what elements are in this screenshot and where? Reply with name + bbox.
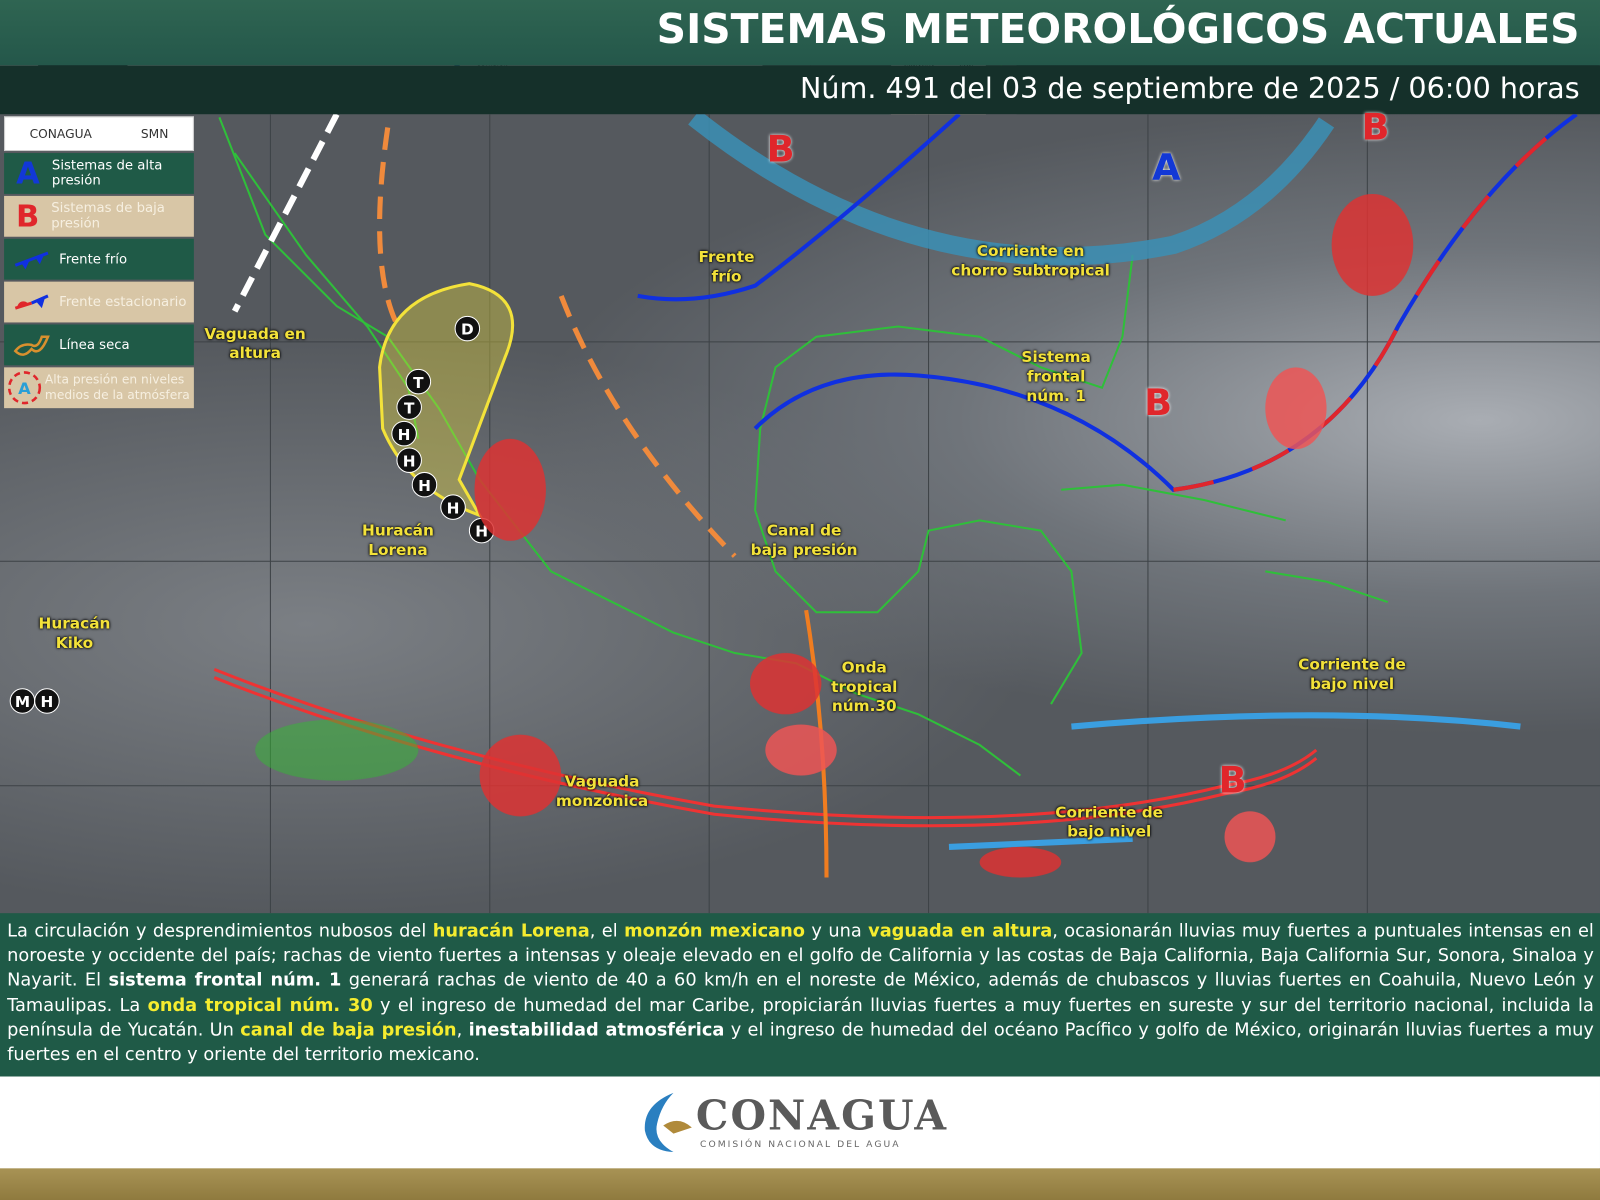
- map-overlay: D T T H H H H H M H: [0, 114, 1600, 913]
- low-pressure-icon: B: [4, 198, 51, 234]
- label-frontal-system: Sistema frontal núm. 1: [1015, 348, 1097, 406]
- footer: CONAGUA COMISIÓN NACIONAL DEL AGUA: [0, 1077, 1600, 1169]
- smn-logo: SMN: [141, 127, 169, 141]
- high-pressure-letter: A: [1152, 147, 1180, 189]
- svg-text:H: H: [398, 426, 411, 444]
- mid-level-high-icon: A: [4, 369, 45, 406]
- upper-trough: [235, 114, 337, 311]
- svg-text:H: H: [403, 452, 416, 470]
- legend-low-pressure: B Sistemas de baja presión: [4, 196, 194, 237]
- label-monsoon-trough: Vaguada monzónica: [551, 772, 653, 811]
- cold-front-icon: [4, 247, 59, 271]
- label-low-level-jet: Corriente de bajo nivel: [1048, 803, 1170, 842]
- legend-dry-line: Línea seca: [4, 324, 194, 365]
- bulletin-text: , el: [590, 921, 624, 941]
- bulletin-number-date: Núm. 491 del 03 de septiembre de 2025 / …: [800, 71, 1580, 105]
- label-upper-trough: Vaguada en altura: [199, 324, 311, 363]
- page-title: SISTEMAS METEOROLÓGICOS ACTUALES: [657, 6, 1580, 53]
- subtitle-bar: Núm. 491 del 03 de septiembre de 2025 / …: [0, 65, 1600, 114]
- bulletin-highlight: monzón mexicano: [624, 921, 805, 941]
- weather-map: D T T H H H H H M H: [0, 114, 1600, 913]
- conagua-logo: CONAGUA: [30, 127, 92, 141]
- label-tropical-wave: Onda tropical núm.30: [823, 658, 905, 716]
- legend: CONAGUA SMN A Sistemas de alta presión BS…: [4, 116, 194, 408]
- conagua-logo-icon: [633, 1085, 696, 1156]
- bulletin-highlight: vaguada en altura: [868, 921, 1052, 941]
- low-pressure-letter: B: [1219, 760, 1247, 802]
- bulletin-text: ,: [457, 1020, 469, 1040]
- legend-logos: CONAGUA SMN: [4, 116, 194, 151]
- bulletin-text: La circulación y desprendimientos nuboso…: [7, 921, 433, 941]
- conagua-footer-logo: CONAGUA COMISIÓN NACIONAL DEL AGUA: [633, 1085, 948, 1156]
- low-pressure-letter: B: [1144, 382, 1172, 424]
- label-low-pressure-channel: Canal de baja presión: [748, 521, 860, 560]
- low-pressure-letter: B: [767, 129, 795, 171]
- legend-stationary-front: Frente estacionario: [4, 282, 194, 323]
- label-low-level-jet: Corriente de bajo nivel: [1291, 655, 1413, 694]
- svg-text:T: T: [413, 374, 424, 392]
- bulletin-highlight: inestabilidad atmosférica: [469, 1020, 725, 1040]
- svg-text:H: H: [41, 693, 54, 711]
- svg-text:A: A: [18, 379, 31, 398]
- legend-mid-level-high: A Alta presión en niveles medios de la at…: [4, 367, 194, 408]
- svg-text:M: M: [15, 693, 30, 711]
- dry-line-icon: [4, 331, 59, 360]
- cold-front-north: [638, 114, 959, 299]
- label-hurricane-kiko: Huracán Kiko: [34, 614, 116, 653]
- bulletin-text-box: La circulación y desprendimientos nuboso…: [0, 913, 1600, 1076]
- label-subtropical-jet: Corriente en chorro subtropical: [949, 242, 1112, 281]
- hurricane-kiko-track: M H: [10, 689, 59, 713]
- low-level-jet-arrow-east: [1071, 715, 1520, 726]
- low-pressure-letter: B: [1361, 107, 1389, 149]
- high-pressure-icon: A: [4, 156, 52, 192]
- footer-gold-band: [0, 1168, 1600, 1200]
- bulletin-highlight: sistema frontal núm. 1: [109, 971, 342, 991]
- svg-text:H: H: [447, 499, 460, 517]
- label-cold-front: Frente frío: [691, 248, 762, 287]
- legend-high-pressure: A Sistemas de alta presión: [4, 153, 194, 194]
- bulletin-paragraph: La circulación y desprendimientos nuboso…: [7, 919, 1594, 1067]
- svg-text:T: T: [404, 399, 415, 417]
- bulletin-highlight: onda tropical núm. 30: [148, 996, 373, 1016]
- legend-cold-front: Frente frío: [4, 239, 194, 280]
- bulletin-highlight: canal de baja presión: [240, 1020, 456, 1040]
- label-hurricane-lorena: Huracán Lorena: [357, 521, 439, 560]
- stationary-front-icon: [4, 290, 59, 314]
- bulletin-text: y una: [805, 921, 868, 941]
- trough-dashed: [380, 128, 398, 327]
- bulletin-highlight: huracán Lorena: [433, 921, 590, 941]
- title-bar: SISTEMAS METEOROLÓGICOS ACTUALES: [0, 0, 1600, 65]
- svg-text:H: H: [418, 477, 431, 495]
- svg-text:D: D: [461, 321, 474, 339]
